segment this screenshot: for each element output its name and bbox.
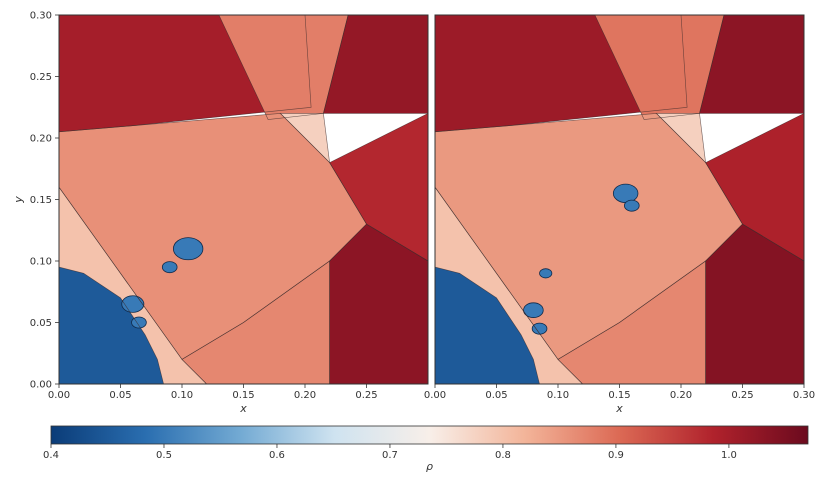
colorbar-tick-label: 0.8 <box>495 450 511 461</box>
vortex-blob <box>539 268 553 279</box>
region-1 <box>218 15 349 120</box>
contour-line <box>705 113 804 262</box>
region-4 <box>59 113 367 360</box>
x-tick-label: 0.15 <box>608 390 630 401</box>
region-9 <box>59 267 164 384</box>
contour-line <box>329 113 428 262</box>
y-tick-label: 0.00 <box>30 380 52 391</box>
contour-line <box>59 186 208 384</box>
colorbar-tick-label: 0.7 <box>382 450 398 461</box>
x-tick-label: 0.15 <box>232 390 254 401</box>
colorbar-label: ρ <box>426 460 433 473</box>
vortex-blob <box>131 316 147 329</box>
y-tick-label: 0.15 <box>30 195 52 206</box>
y-tick-label: 0.20 <box>30 134 52 145</box>
x-tick-label: 0.10 <box>171 390 193 401</box>
region-1 <box>594 15 724 120</box>
vortex-blob <box>172 237 204 261</box>
region-2 <box>699 15 804 114</box>
region-7 <box>558 261 706 384</box>
region-6 <box>705 224 804 384</box>
contour-line <box>435 186 584 384</box>
y-tick-label: 0.25 <box>30 72 52 83</box>
colorbar-tick-label: 0.4 <box>43 450 59 461</box>
x-tick-label: 0.05 <box>109 390 131 401</box>
contour-line <box>59 15 312 133</box>
vortex-blob <box>624 199 640 212</box>
left-ylabel: y <box>12 196 25 204</box>
x-tick-label: 0.00 <box>48 390 70 401</box>
x-tick-label: 0.25 <box>731 390 753 401</box>
region-9 <box>435 267 540 384</box>
region-6 <box>329 224 428 384</box>
vortex-blob <box>523 302 544 318</box>
y-tick-label: 0.05 <box>30 318 52 329</box>
region-2 <box>323 15 428 114</box>
colorbar-tick-label: 0.9 <box>608 450 624 461</box>
vortex-blob <box>612 183 639 203</box>
colorbar-tick-label: 0.5 <box>156 450 172 461</box>
right-xlabel: x <box>615 402 623 415</box>
left-panel: 0.00 0.05 0.10 0.15 0.20 0.25 0.00 0.05 0.10 0.1… <box>12 11 429 415</box>
colorbar-tick-label: 0.6 <box>269 450 285 461</box>
vortex-blob <box>531 322 548 335</box>
region-5 <box>705 113 804 262</box>
vortex-blob <box>161 261 178 274</box>
x-tick-label: 0.30 <box>793 390 815 401</box>
x-tick-label: 0.25 <box>355 390 377 401</box>
y-tick-label: 0.10 <box>30 257 52 268</box>
x-tick-label: 0.05 <box>485 390 507 401</box>
colorbar-tick-label: 1.0 <box>721 450 737 461</box>
contour-line <box>59 266 164 384</box>
contour-line <box>699 15 804 114</box>
contour-line <box>435 15 688 133</box>
left-xlabel: x <box>239 402 247 415</box>
x-tick-label: 0.00 <box>424 390 446 401</box>
contour-line <box>435 266 540 384</box>
y-tick-label: 0.30 <box>30 11 52 22</box>
x-tick-label: 0.20 <box>670 390 692 401</box>
contour-line <box>323 15 428 114</box>
colorbar: 0.4 0.5 0.6 0.7 0.8 0.9 1.0 ρ <box>43 425 809 473</box>
region-4 <box>435 113 743 360</box>
colorbar-gradient <box>50 425 809 445</box>
x-tick-label: 0.10 <box>547 390 569 401</box>
vortex-blob <box>121 295 145 313</box>
right-panel: 0.00 0.05 0.10 0.15 0.20 0.25 0.30 x <box>424 14 815 415</box>
region-7 <box>182 261 330 384</box>
x-tick-label: 0.20 <box>294 390 316 401</box>
